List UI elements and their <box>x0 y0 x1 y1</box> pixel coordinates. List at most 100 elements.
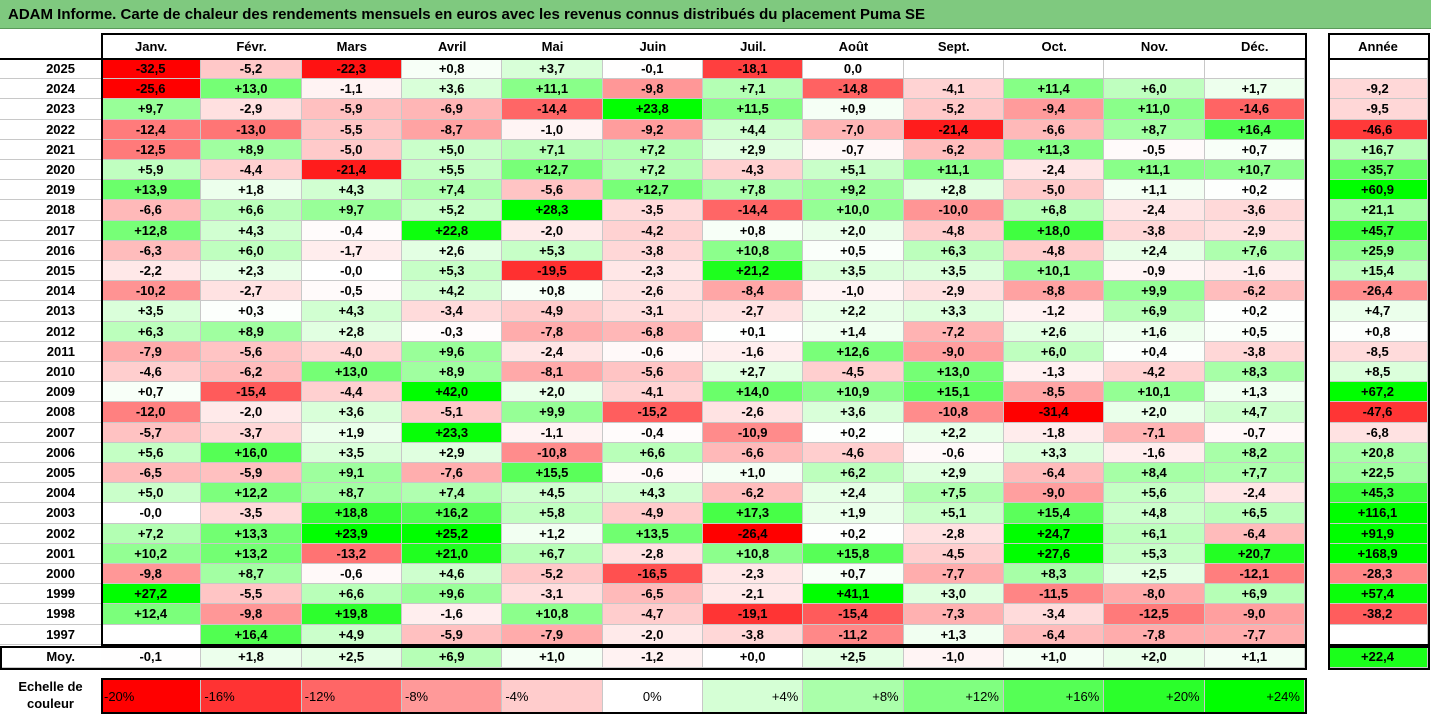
heatmap-cell: -2,6 <box>602 281 703 302</box>
heatmap-cell: +7,5 <box>903 483 1004 504</box>
annual-cell: +57,4 <box>1328 584 1428 605</box>
heatmap-cell: +15,5 <box>502 463 603 484</box>
heatmap-cell: +12,6 <box>803 341 904 362</box>
heatmap-cell: -0,0 <box>301 261 402 282</box>
heatmap-cell: -6,4 <box>1003 624 1105 645</box>
month-header: Mai <box>541 38 564 54</box>
heatmap-cell: +7,4 <box>401 483 503 504</box>
annual-cell: -9,2 <box>1328 79 1428 100</box>
year-label: 2008 <box>0 402 101 423</box>
month-header: Sept. <box>937 38 970 54</box>
heatmap-cell: +13,0 <box>903 362 1004 383</box>
heatmap-cell: +6,9 <box>1104 301 1205 322</box>
heatmap-cell: +13,3 <box>201 523 302 544</box>
heatmap-cell: -5,2 <box>201 59 302 80</box>
heatmap-cell: +4,3 <box>301 180 402 201</box>
heatmap-cell: -4,5 <box>903 543 1004 564</box>
heatmap-cell: +13,0 <box>301 362 402 383</box>
heatmap-cell: +10,2 <box>101 543 202 564</box>
heatmap-cell: +13,0 <box>201 79 302 100</box>
heatmap-cell: -4,6 <box>803 442 904 463</box>
heatmap-cell: +1,0 <box>702 463 804 484</box>
heatmap-cell: -9,8 <box>101 564 202 585</box>
heatmap-cell: -4,1 <box>903 79 1004 100</box>
annual-cell: -26,4 <box>1328 281 1428 302</box>
heatmap-cell: +8,7 <box>301 483 402 504</box>
heatmap-cell: -9,2 <box>602 119 703 140</box>
heatmap-cell: +2,0 <box>803 220 904 241</box>
heatmap-cell: +0,9 <box>803 99 904 120</box>
heatmap-cell: -14,4 <box>502 99 603 120</box>
heatmap-cell: -4,2 <box>1104 362 1205 383</box>
heatmap-cell: +8,7 <box>201 564 302 585</box>
heatmap-cell: -0,6 <box>301 564 402 585</box>
heatmap-cell: -3,8 <box>1204 341 1305 362</box>
annual-cell: +16,7 <box>1328 139 1428 160</box>
heatmap-cell: +0,1 <box>702 321 804 342</box>
month-header: Juin <box>639 38 667 54</box>
annual-cell: +8,5 <box>1328 362 1428 383</box>
heatmap-cell: +13,2 <box>201 543 302 564</box>
heatmap-cell: +0,2 <box>803 523 904 544</box>
heatmap-cell: -0,6 <box>903 442 1004 463</box>
heatmap-cell: -7,7 <box>1204 624 1305 645</box>
year-label: 2025 <box>0 59 101 80</box>
heatmap-cell <box>1104 59 1205 80</box>
year-label: 2011 <box>0 342 101 362</box>
average-cell: +1,0 <box>502 646 603 668</box>
legend-swatch: +8% <box>803 678 904 714</box>
heatmap-cell: -21,4 <box>301 160 402 181</box>
year-label: 2003 <box>0 503 101 524</box>
heatmap-cell: +6,8 <box>1003 200 1105 221</box>
heatmap-cell: +2,9 <box>903 463 1004 484</box>
heatmap-cell: -2,4 <box>1003 160 1105 181</box>
heatmap-cell: +16,4 <box>1204 119 1305 140</box>
heatmap-cell: +15,1 <box>903 382 1004 403</box>
page-title: ADAM Informe. Carte de chaleur des rende… <box>0 0 1431 29</box>
heatmap-cell: +8,3 <box>1003 564 1105 585</box>
heatmap-cell: -2,6 <box>702 402 804 423</box>
heatmap-cell: -10,9 <box>702 422 804 443</box>
heatmap-cell: -15,2 <box>602 402 703 423</box>
heatmap-cell: +0,8 <box>502 281 603 302</box>
heatmap-cell <box>1003 59 1105 80</box>
heatmap-cell: -5,7 <box>101 422 202 443</box>
heatmap-cell: +11,5 <box>702 99 804 120</box>
heatmap-cell: -3,1 <box>502 584 603 605</box>
heatmap-cell: +7,8 <box>702 180 804 201</box>
heatmap-cell: -0,7 <box>803 139 904 160</box>
heatmap-cell: -6,8 <box>602 321 703 342</box>
heatmap-cell: +11,1 <box>903 160 1004 181</box>
legend-swatch: +4% <box>702 678 804 714</box>
heatmap-cell: -3,8 <box>602 240 703 261</box>
heatmap-cell: -4,2 <box>602 220 703 241</box>
year-label: 2022 <box>0 120 101 140</box>
heatmap-cell: +9,2 <box>803 180 904 201</box>
heatmap-cell: -5,6 <box>602 362 703 383</box>
heatmap-cell: -9,8 <box>602 79 703 100</box>
heatmap-cell: +23,3 <box>401 422 503 443</box>
heatmap-cell: -6,2 <box>201 362 302 383</box>
heatmap-cell: +16,2 <box>401 503 503 524</box>
heatmap-cell: -2,9 <box>903 281 1004 302</box>
heatmap-cell: -11,5 <box>1003 584 1105 605</box>
heatmap-cell: +5,0 <box>101 483 202 504</box>
heatmap-cell: +13,9 <box>101 180 202 201</box>
year-label: 1999 <box>0 584 101 605</box>
legend-title: Echelle de couleur <box>0 678 101 714</box>
heatmap-cell: -3,6 <box>1204 200 1305 221</box>
heatmap-cell: -6,2 <box>1204 281 1305 302</box>
heatmap-cell: +1,9 <box>803 503 904 524</box>
heatmap-cell: -3,5 <box>201 503 302 524</box>
average-cell: +2,5 <box>803 646 904 668</box>
heatmap-cell: +0,2 <box>1204 301 1305 322</box>
heatmap-cell: -2,0 <box>502 220 603 241</box>
heatmap-cell: +18,0 <box>1003 220 1105 241</box>
header-separator <box>0 58 1307 60</box>
heatmap-cell: +23,9 <box>301 523 402 544</box>
heatmap-cell: +6,0 <box>201 240 302 261</box>
annual-cell <box>1328 59 1428 80</box>
heatmap-cell: -5,9 <box>401 624 503 645</box>
heatmap-cell: -22,3 <box>301 59 402 80</box>
heatmap-cell: +8,9 <box>201 139 302 160</box>
